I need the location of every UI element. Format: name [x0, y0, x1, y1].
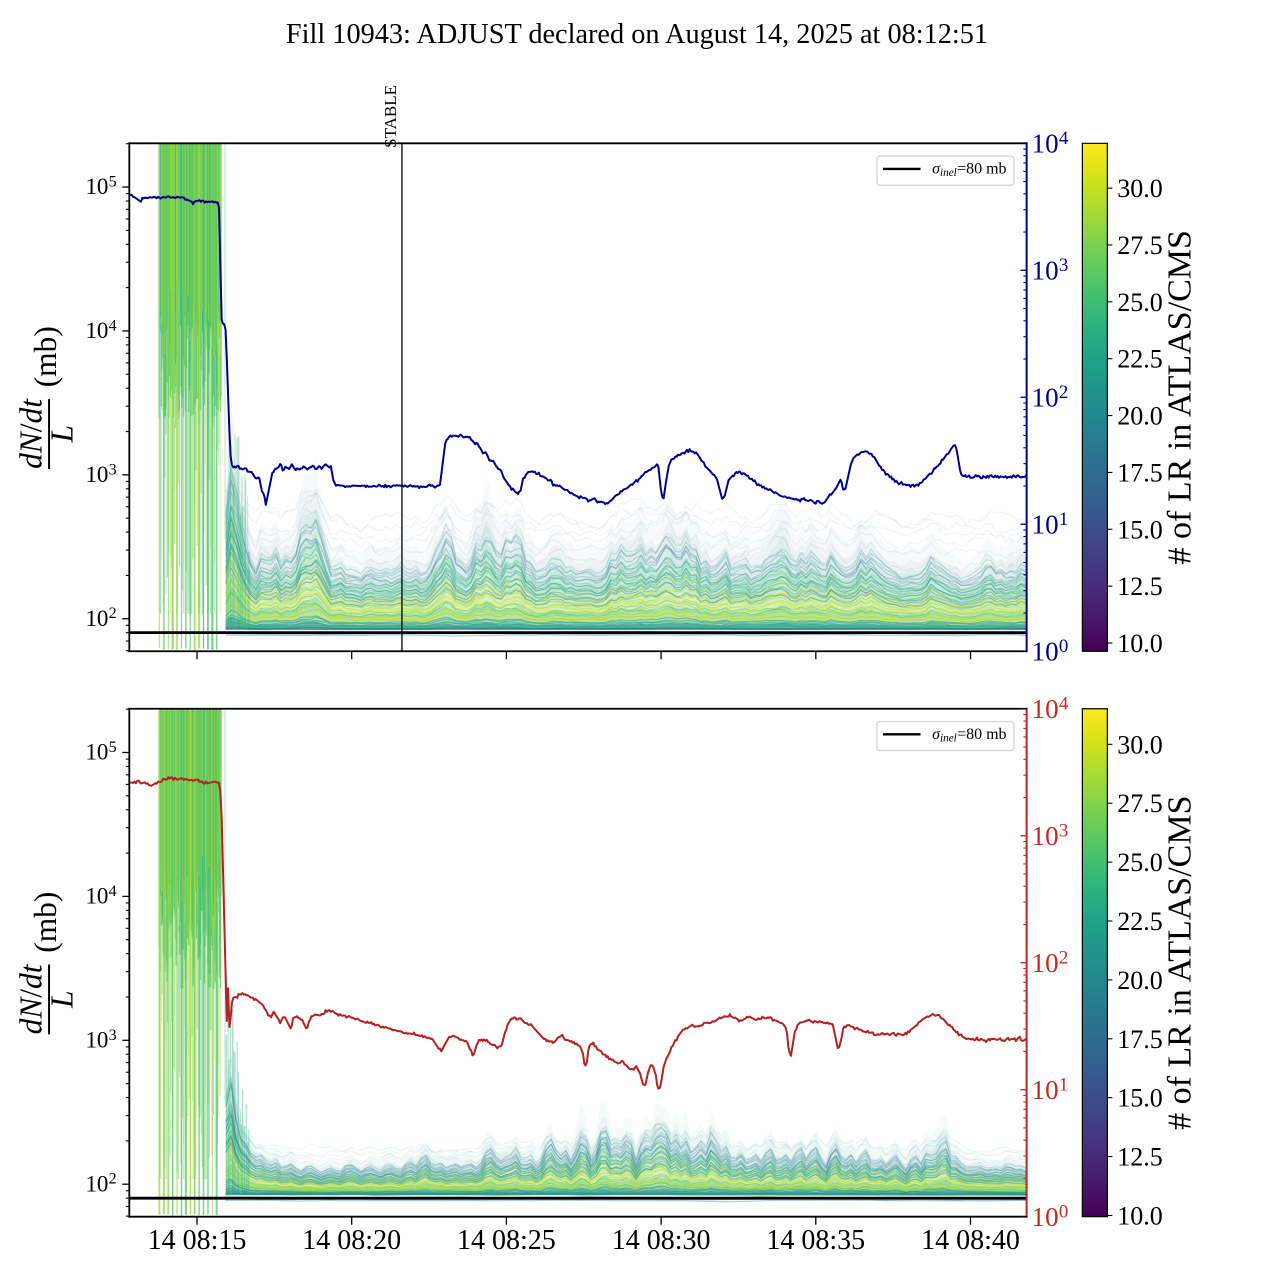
svg-text:1 0 4: 1 0 4 [85, 317, 116, 343]
svg-text:12.5: 12.5 [1117, 572, 1163, 601]
svg-text:17.5: 17.5 [1117, 1025, 1163, 1054]
svg-text:1 0 4: 1 0 4 [1032, 128, 1069, 158]
svg-text:15.0: 15.0 [1117, 1084, 1163, 1113]
svg-text:d N L d: d N L d t / ( m b ) [13, 326, 79, 469]
svg-text:1 0 0: 1 0 0 [1032, 636, 1069, 666]
svg-text:14 08:15: 14 08:15 [148, 1225, 247, 1256]
svg-text:14 08:40: 14 08:40 [921, 1225, 1020, 1256]
svg-text:25.0: 25.0 [1117, 288, 1163, 317]
svg-text:30.0: 30.0 [1117, 730, 1163, 759]
svg-text:27.5: 27.5 [1117, 231, 1163, 260]
svg-text:1 0 5: 1 0 5 [85, 739, 116, 765]
svg-text:15.0: 15.0 [1117, 515, 1163, 544]
svg-text:1 0 0: 1 0 0 [1032, 1201, 1069, 1231]
svg-text:12.5: 12.5 [1117, 1143, 1163, 1172]
svg-text:1 0 2: 1 0 2 [85, 1171, 116, 1197]
svg-text:1 0 1: 1 0 1 [1032, 1074, 1069, 1104]
svg-text:10.0: 10.0 [1117, 629, 1163, 658]
svg-text:27.5: 27.5 [1117, 789, 1163, 818]
svg-text:1 0 5: 1 0 5 [85, 173, 116, 199]
svg-text:STABLE: STABLE [381, 85, 400, 148]
svg-text:1 0 3: 1 0 3 [1032, 255, 1069, 285]
svg-text:# of LR in ATLAS/CMS: # of LR in ATLAS/CMS [1162, 796, 1199, 1130]
svg-text:1 0 3: 1 0 3 [1032, 820, 1069, 850]
svg-text:σ i n e: σ i n e l = 8 0 m b [932, 154, 1006, 181]
svg-text:30.0: 30.0 [1117, 174, 1163, 203]
svg-text:1 0 3: 1 0 3 [85, 461, 116, 487]
svg-text:1 0 4: 1 0 4 [1032, 693, 1069, 723]
svg-text:22.5: 22.5 [1117, 345, 1163, 374]
svg-text:1 0 2: 1 0 2 [1032, 382, 1069, 412]
svg-text:Fill 10943: ADJUST declared on: Fill 10943: ADJUST declared on August 14… [286, 19, 988, 50]
svg-text:25.0: 25.0 [1117, 848, 1163, 877]
svg-text:1 0 1: 1 0 1 [1032, 509, 1069, 539]
svg-text:14 08:25: 14 08:25 [457, 1225, 556, 1256]
svg-text:20.0: 20.0 [1117, 966, 1163, 995]
svg-text:σ i n e: σ i n e l = 8 0 m b [932, 719, 1006, 746]
svg-text:22.5: 22.5 [1117, 907, 1163, 936]
svg-text:20.0: 20.0 [1117, 402, 1163, 431]
svg-text:10.0: 10.0 [1117, 1201, 1163, 1230]
svg-text:d N L d: d N L d t / ( m b ) [13, 892, 79, 1035]
svg-text:1 0 4: 1 0 4 [85, 883, 116, 909]
svg-text:1 0 2: 1 0 2 [1032, 947, 1069, 977]
svg-text:1 0 2: 1 0 2 [85, 605, 116, 631]
svg-text:14 08:20: 14 08:20 [302, 1225, 401, 1256]
svg-text:14 08:35: 14 08:35 [766, 1225, 865, 1256]
svg-text:# of LR in ATLAS/CMS: # of LR in ATLAS/CMS [1162, 230, 1199, 564]
svg-text:14 08:30: 14 08:30 [612, 1225, 711, 1256]
svg-text:1 0 3: 1 0 3 [85, 1027, 116, 1053]
svg-text:17.5: 17.5 [1117, 458, 1163, 487]
